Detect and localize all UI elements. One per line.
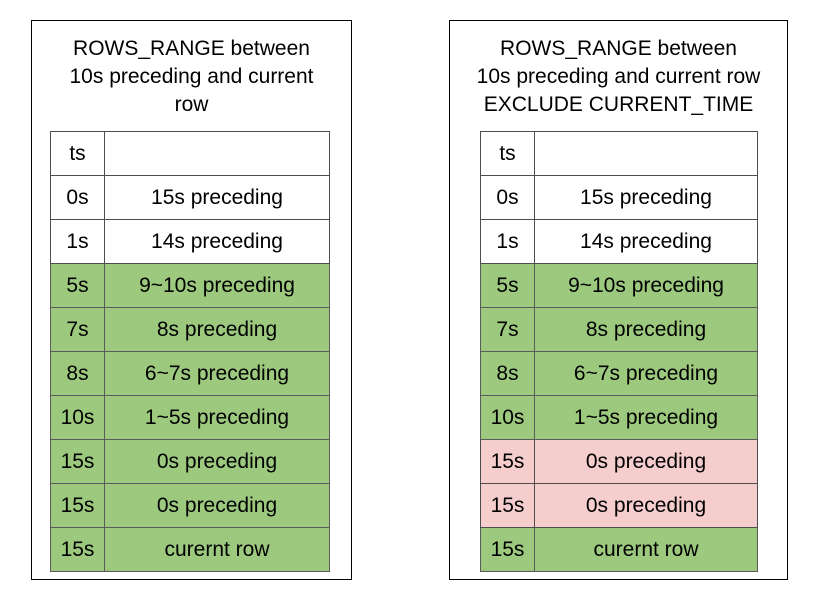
header-desc bbox=[534, 131, 758, 176]
row-ts: 15s bbox=[50, 439, 105, 484]
row-desc: 14s preceding bbox=[104, 219, 330, 264]
row-ts: 5s bbox=[480, 263, 535, 308]
table-row: 1s 14s preceding bbox=[50, 219, 330, 264]
table-row: 1s 14s preceding bbox=[480, 219, 758, 264]
table-header-row: ts bbox=[50, 131, 330, 176]
panel-title: ROWS_RANGE between 10s preceding and cur… bbox=[476, 37, 761, 116]
row-ts: 7s bbox=[50, 307, 105, 352]
panel-rows-range: ROWS_RANGE between 10s preceding and cur… bbox=[31, 20, 352, 580]
row-desc: 8s preceding bbox=[104, 307, 330, 352]
row-ts: 10s bbox=[480, 395, 535, 440]
header-ts: ts bbox=[50, 131, 105, 176]
table-row: 0s 15s preceding bbox=[480, 175, 758, 220]
table-row: 8s 6~7s preceding bbox=[480, 351, 758, 396]
table-row: 5s 9~10s preceding bbox=[50, 263, 330, 308]
table-row: 15s curernt row bbox=[480, 527, 758, 572]
row-ts: 8s bbox=[480, 351, 535, 396]
row-desc: 0s preceding bbox=[534, 483, 758, 528]
row-ts: 15s bbox=[480, 527, 535, 572]
table-row: 8s 6~7s preceding bbox=[50, 351, 330, 396]
table-header-row: ts bbox=[480, 131, 758, 176]
header-ts: ts bbox=[480, 131, 535, 176]
row-ts: 7s bbox=[480, 307, 535, 352]
table-row: 7s 8s preceding bbox=[50, 307, 330, 352]
row-desc: curernt row bbox=[534, 527, 758, 572]
row-desc: 6~7s preceding bbox=[104, 351, 330, 396]
row-desc: 15s preceding bbox=[104, 175, 330, 220]
header-desc bbox=[104, 131, 330, 176]
table-row: 15s 0s preceding bbox=[480, 483, 758, 528]
row-desc: 8s preceding bbox=[534, 307, 758, 352]
row-desc: 0s preceding bbox=[534, 439, 758, 484]
row-ts: 15s bbox=[480, 483, 535, 528]
row-desc: 0s preceding bbox=[104, 439, 330, 484]
table-row: 0s 15s preceding bbox=[50, 175, 330, 220]
row-ts: 8s bbox=[50, 351, 105, 396]
row-desc: 15s preceding bbox=[534, 175, 758, 220]
row-desc: 0s preceding bbox=[104, 483, 330, 528]
table-row: 7s 8s preceding bbox=[480, 307, 758, 352]
row-ts: 0s bbox=[480, 175, 535, 220]
table-row: 5s 9~10s preceding bbox=[480, 263, 758, 308]
row-ts: 5s bbox=[50, 263, 105, 308]
row-desc: 9~10s preceding bbox=[104, 263, 330, 308]
table-row: 10s 1~5s preceding bbox=[480, 395, 758, 440]
row-desc: 1~5s preceding bbox=[534, 395, 758, 440]
table-row: 15s 0s preceding bbox=[480, 439, 758, 484]
table-row: 15s curernt row bbox=[50, 527, 330, 572]
window-table: ts 0s 15s preceding 1s 14s preceding 5s 9~1… bbox=[50, 131, 330, 572]
row-ts: 15s bbox=[50, 527, 105, 572]
panel-rows-range-exclude-current-time: ROWS_RANGE between 10s preceding and cur… bbox=[449, 20, 788, 580]
window-table: ts 0s 15s preceding 1s 14s preceding 5s 9~1… bbox=[480, 131, 758, 572]
table-row: 15s 0s preceding bbox=[50, 483, 330, 528]
row-desc: 1~5s preceding bbox=[104, 395, 330, 440]
row-ts: 1s bbox=[50, 219, 105, 264]
row-ts: 15s bbox=[50, 483, 105, 528]
row-desc: curernt row bbox=[104, 527, 330, 572]
row-desc: 14s preceding bbox=[534, 219, 758, 264]
table-row: 10s 1~5s preceding bbox=[50, 395, 330, 440]
panel-title: ROWS_RANGE between 10s preceding and cur… bbox=[69, 37, 314, 116]
row-desc: 6~7s preceding bbox=[534, 351, 758, 396]
table-row: 15s 0s preceding bbox=[50, 439, 330, 484]
row-ts: 10s bbox=[50, 395, 105, 440]
row-ts: 15s bbox=[480, 439, 535, 484]
row-desc: 9~10s preceding bbox=[534, 263, 758, 308]
row-ts: 1s bbox=[480, 219, 535, 264]
row-ts: 0s bbox=[50, 175, 105, 220]
